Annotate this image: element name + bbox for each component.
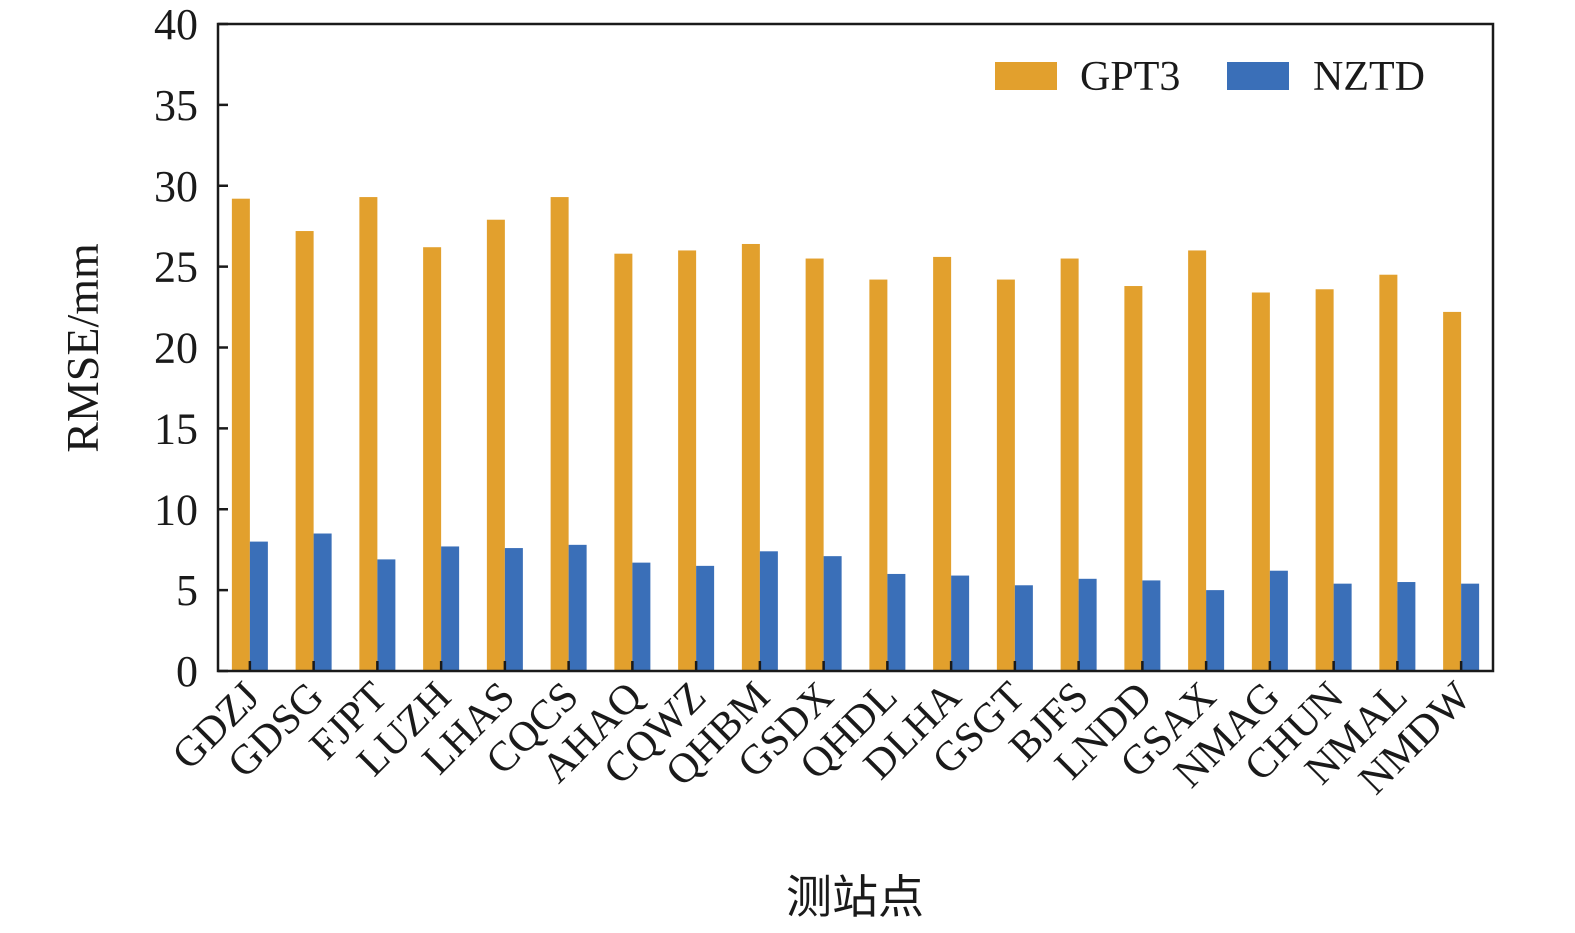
bar-gpt3-ahaq [614, 253, 633, 671]
bar-nztd-bjfs [1078, 578, 1097, 671]
bar-gpt3-qhbm [741, 243, 760, 672]
x-axis-title: 测站点 [786, 872, 924, 923]
bar-nztd-qhbm [759, 551, 778, 671]
bar-gpt3-nmal [1379, 274, 1398, 671]
bar-nztd-cqcs [568, 544, 587, 671]
bar-nztd-gdzj [249, 541, 268, 671]
legend-label-gpt3: GPT3 [1080, 54, 1180, 100]
y-tick-label: 10 [154, 485, 198, 534]
y-tick-label: 40 [154, 0, 198, 49]
bar-gpt3-nmdw [1443, 311, 1462, 671]
bar-nztd-qhdl [887, 573, 906, 671]
bar-gpt3-dlha [933, 256, 952, 671]
bar-gpt3-luzh [423, 247, 442, 671]
bar-nztd-fjpt [377, 559, 396, 671]
bar-nztd-luzh [441, 546, 460, 671]
plot-area-frame [216, 22, 1495, 673]
bar-gpt3-cqwz [678, 250, 697, 671]
bar-gpt3-qhdl [869, 279, 888, 671]
bar-gpt3-lndd [1124, 286, 1143, 671]
bar-gpt3-nmag [1251, 292, 1270, 671]
bar-nztd-gsdx [823, 556, 842, 671]
bar-gpt3-bjfs [1060, 258, 1079, 671]
bar-nztd-gdsg [313, 533, 332, 671]
y-tick-label: 35 [154, 81, 198, 130]
legend-swatch-gpt3 [995, 62, 1057, 90]
bar-nztd-lhas [504, 548, 523, 671]
y-tick-label: 0 [176, 647, 198, 696]
legend: GPT3 NZTD [995, 54, 1425, 100]
bar-gpt3-gsax [1188, 250, 1207, 671]
bar-gpt3-gdzj [231, 198, 250, 671]
bar-gpt3-lhas [486, 219, 505, 671]
x-axis: GDZJGDSGFJPTLUZHLHASCQCSAHAQCQWZQHBMGSDX… [164, 661, 1480, 803]
legend-label-nztd: NZTD [1313, 54, 1425, 100]
bar-nztd-nmdw [1461, 583, 1480, 671]
bar-nztd-dlha [951, 575, 970, 671]
bar-gpt3-chun [1315, 289, 1334, 671]
y-tick-label: 5 [176, 566, 198, 615]
y-tick-label: 25 [154, 243, 198, 292]
bars-layer [231, 197, 1480, 672]
bar-gpt3-gsdx [805, 258, 824, 671]
y-tick-label: 30 [154, 162, 198, 211]
y-tick-label: 20 [154, 324, 198, 373]
legend-swatch-nztd [1227, 62, 1289, 90]
y-axis: 0 5 10 15 20 25 30 35 40 [154, 0, 228, 696]
y-tick-label: 15 [154, 404, 198, 453]
bar-nztd-chun [1333, 583, 1352, 671]
bar-nztd-gsax [1206, 590, 1225, 671]
bar-nztd-ahaq [632, 562, 651, 671]
y-axis-title: RMSE/mm [57, 243, 108, 453]
bar-gpt3-gsgt [996, 279, 1015, 671]
bar-nztd-gsgt [1014, 585, 1033, 671]
bar-nztd-cqwz [696, 565, 715, 671]
bar-nztd-nmag [1269, 570, 1288, 671]
bar-gpt3-gdsg [295, 231, 314, 672]
bar-nztd-lndd [1142, 580, 1161, 671]
bar-gpt3-fjpt [359, 197, 378, 671]
bar-nztd-nmal [1397, 582, 1416, 671]
bar-gpt3-cqcs [550, 197, 569, 671]
